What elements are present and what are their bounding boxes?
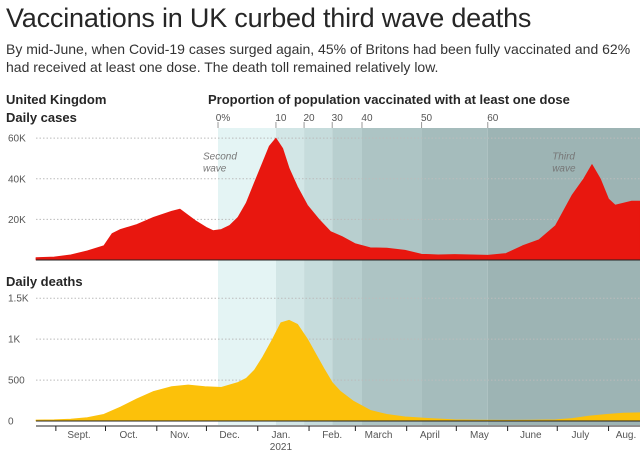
deaths-panel-label: Daily deaths bbox=[6, 274, 83, 289]
x-tick-label-3: Dec. bbox=[219, 430, 240, 441]
region-label: United Kingdom bbox=[6, 92, 107, 107]
x-tick-label-6: March bbox=[365, 430, 393, 441]
x-tick-label-1: Oct. bbox=[119, 430, 137, 441]
annotation-1-line2: wave bbox=[552, 164, 576, 175]
band-tick-label-6: 60 bbox=[487, 113, 499, 124]
vaccination-band-title: Proportion of population vaccinated with… bbox=[208, 92, 570, 107]
cases-panel-label: Daily cases bbox=[6, 110, 77, 125]
x-tick-label-2: Nov. bbox=[170, 430, 190, 441]
y-tick-label-1-1: 500 bbox=[8, 376, 25, 387]
x-tick-label-10: July bbox=[572, 430, 590, 441]
x-tick-label-4: Jan. bbox=[271, 430, 290, 441]
x-tick-label-5: Feb. bbox=[322, 430, 342, 441]
y-tick-label-0-0: 20K bbox=[8, 215, 26, 226]
band-tick-label-3: 30 bbox=[332, 113, 344, 124]
x-tick-label-11: Aug. bbox=[616, 430, 637, 441]
vaccination-band-6 bbox=[487, 128, 640, 425]
vaccination-band-5 bbox=[421, 128, 488, 425]
x-tick-label-8: May bbox=[470, 430, 489, 441]
band-tick-label-4: 40 bbox=[361, 113, 373, 124]
annotation-1-line1: Third bbox=[552, 152, 575, 163]
x-tick-label-0: Sept. bbox=[67, 430, 90, 441]
band-tick-label-1: 10 bbox=[275, 113, 287, 124]
band-tick-label-2: 20 bbox=[304, 113, 316, 124]
cases-area-series bbox=[35, 137, 640, 261]
x-tick-label-7: April bbox=[420, 430, 440, 441]
annotation-0-line2: wave bbox=[203, 164, 227, 175]
vaccination-band-3 bbox=[332, 128, 362, 425]
y-tick-label-1-2: 1K bbox=[8, 335, 21, 346]
y-tick-label-0-1: 40K bbox=[8, 174, 26, 185]
year-label: 2021 bbox=[270, 442, 293, 452]
chart-title: Vaccinations in UK curbed third wave dea… bbox=[6, 3, 532, 33]
y-tick-label-1-0: 0 bbox=[8, 417, 14, 428]
vaccination-band-4 bbox=[361, 128, 422, 425]
band-tick-label-5: 50 bbox=[421, 113, 433, 124]
chart-subtitle: By mid-June, when Covid-19 cases surged … bbox=[6, 41, 631, 75]
deaths-area-series bbox=[35, 319, 640, 422]
y-tick-label-0-2: 60K bbox=[8, 134, 26, 145]
annotation-0-line1: Second bbox=[203, 152, 237, 163]
x-tick-label-9: June bbox=[520, 430, 542, 441]
y-tick-label-1-3: 1.5K bbox=[8, 294, 29, 305]
band-tick-label-0: 0% bbox=[216, 113, 231, 124]
